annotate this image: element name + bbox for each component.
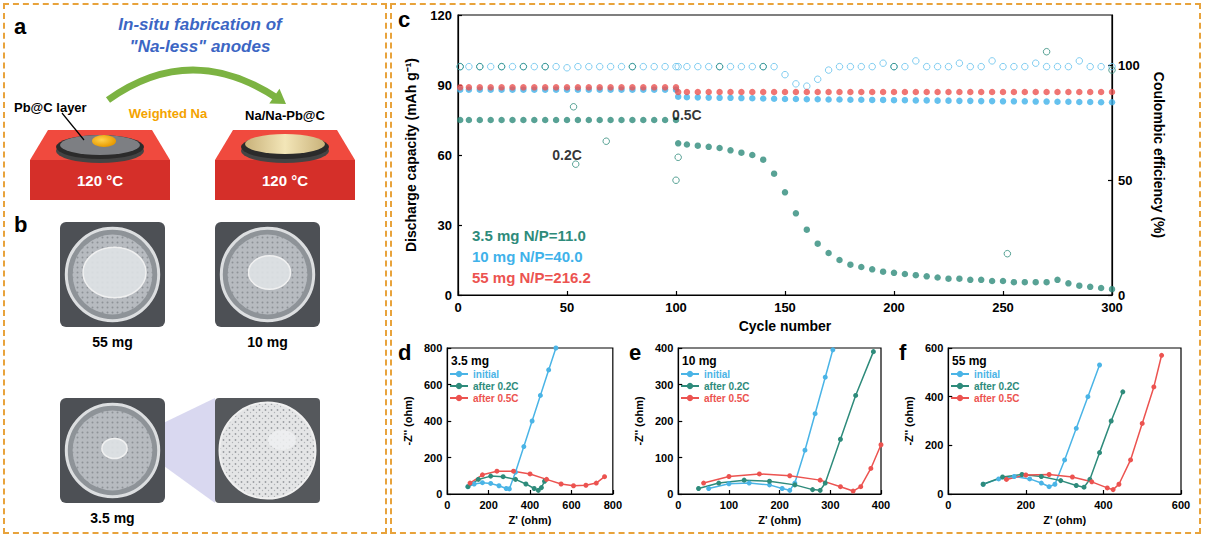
svg-text:after 0.2C: after 0.2C (704, 381, 750, 392)
svg-text:400: 400 (925, 391, 943, 403)
svg-text:400: 400 (424, 415, 442, 427)
svg-text:250: 250 (992, 300, 1014, 315)
svg-text:Weighted Na: Weighted Na (129, 106, 208, 121)
svg-text:Pb@C layer: Pb@C layer (14, 100, 87, 115)
svg-text:200: 200 (424, 452, 442, 464)
svg-text:0: 0 (436, 488, 442, 500)
svg-text:600: 600 (925, 342, 943, 354)
svg-text:-Z'' (ohm): -Z'' (ohm) (903, 396, 915, 446)
svg-text:120: 120 (430, 8, 452, 23)
svg-text:0: 0 (937, 488, 943, 500)
svg-text:after 0.2C: after 0.2C (473, 381, 519, 392)
svg-text:100: 100 (665, 300, 687, 315)
svg-text:Z' (ohm): Z' (ohm) (509, 514, 552, 526)
svg-text:b: b (14, 212, 27, 237)
svg-text:Discharge capacity (mAh g⁻¹): Discharge capacity (mAh g⁻¹) (403, 58, 419, 252)
svg-text:100: 100 (655, 452, 673, 464)
svg-text:200: 200 (925, 439, 943, 451)
svg-text:0: 0 (444, 499, 450, 511)
svg-text:0.2C: 0.2C (552, 147, 582, 163)
svg-text:initial: initial (704, 369, 730, 380)
svg-text:55 mg: 55 mg (952, 354, 987, 368)
svg-text:400: 400 (872, 499, 890, 511)
svg-text:0: 0 (1118, 287, 1126, 303)
svg-text:10 mg: 10 mg (247, 334, 287, 350)
svg-text:after 0.5C: after 0.5C (704, 393, 750, 404)
svg-text:30: 30 (438, 218, 452, 233)
svg-text:0: 0 (445, 288, 452, 303)
svg-text:50: 50 (560, 300, 574, 315)
svg-text:-Z'' (ohm): -Z'' (ohm) (402, 396, 414, 446)
html-text:c: c (398, 7, 411, 32)
svg-text:100: 100 (1118, 58, 1140, 73)
svg-text:150: 150 (774, 300, 796, 315)
svg-text:after 0.5C: after 0.5C (974, 393, 1020, 404)
svg-text:300: 300 (1101, 300, 1123, 315)
svg-text:800: 800 (424, 342, 442, 354)
svg-text:initial: initial (974, 369, 1000, 380)
svg-text:0: 0 (454, 300, 461, 315)
html-text:e: e (629, 340, 642, 365)
svg-text:Z' (ohm): Z' (ohm) (1043, 514, 1086, 526)
svg-text:120 °C: 120 °C (77, 172, 123, 189)
svg-text:300: 300 (821, 499, 839, 511)
svg-text:400: 400 (1094, 499, 1112, 511)
svg-text:400: 400 (655, 342, 673, 354)
svg-text:Na/Na-Pb@C: Na/Na-Pb@C (245, 108, 325, 123)
svg-text:200: 200 (770, 499, 788, 511)
svg-text:0.5C: 0.5C (672, 107, 702, 123)
svg-text:after 0.2C: after 0.2C (974, 381, 1020, 392)
svg-text:600: 600 (562, 499, 580, 511)
svg-text:400: 400 (521, 499, 539, 511)
svg-text:after 0.5C: after 0.5C (473, 393, 519, 404)
svg-text:Cycle number: Cycle number (739, 318, 832, 334)
svg-text:a: a (14, 14, 27, 39)
svg-text:100: 100 (720, 499, 738, 511)
svg-text:In-situ fabrication of: In-situ fabrication of (118, 15, 284, 34)
svg-text:Z' (ohm): Z' (ohm) (758, 514, 801, 526)
svg-text:300: 300 (655, 379, 673, 391)
svg-text:55 mg N/P=216.2: 55 mg N/P=216.2 (472, 269, 591, 286)
svg-text:3.5 mg: 3.5 mg (90, 510, 134, 526)
svg-text:0: 0 (667, 488, 673, 500)
svg-text:0: 0 (675, 499, 681, 511)
html-text:d: d (398, 340, 412, 365)
html-text:f: f (899, 340, 907, 365)
svg-text:-Z'' (ohm): -Z'' (ohm) (633, 396, 645, 446)
svg-text:90: 90 (438, 78, 452, 93)
svg-text:0: 0 (945, 499, 951, 511)
svg-text:55 mg: 55 mg (92, 334, 132, 350)
svg-text:3.5 mg: 3.5 mg (451, 354, 489, 368)
svg-text:3.5 mg N/P=11.0: 3.5 mg N/P=11.0 (472, 227, 586, 244)
svg-text:600: 600 (1172, 499, 1190, 511)
svg-text:"Na-less" anodes: "Na-less" anodes (130, 37, 271, 56)
svg-text:200: 200 (655, 415, 673, 427)
svg-text:800: 800 (604, 499, 622, 511)
svg-text:50: 50 (1118, 173, 1132, 188)
svg-text:Coulombic efficiency (%): Coulombic efficiency (%) (1151, 72, 1167, 238)
svg-text:200: 200 (479, 499, 497, 511)
svg-text:initial: initial (473, 369, 499, 380)
svg-text:10 mg: 10 mg (682, 354, 717, 368)
svg-text:120 °C: 120 °C (262, 172, 308, 189)
svg-text:10 mg N/P=40.0: 10 mg N/P=40.0 (472, 248, 582, 265)
svg-text:200: 200 (883, 300, 905, 315)
svg-text:60: 60 (438, 148, 452, 163)
svg-text:600: 600 (424, 379, 442, 391)
svg-text:200: 200 (1017, 499, 1035, 511)
